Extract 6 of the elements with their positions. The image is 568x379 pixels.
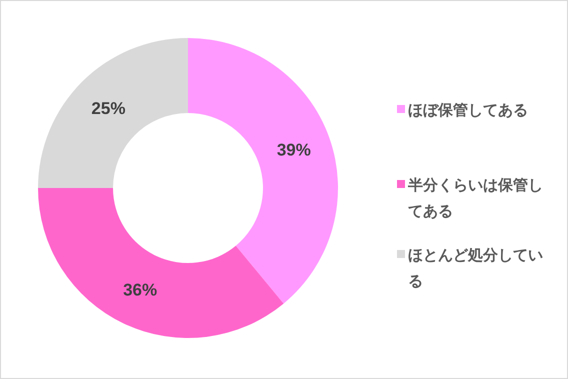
data-label: 39%: [276, 140, 311, 160]
data-label: 25%: [91, 98, 126, 118]
legend-label: ほとんど処分している: [408, 246, 543, 290]
legend-label: 半分くらいは保管してある: [407, 176, 543, 220]
legend-label: ほぼ保管してある: [408, 102, 528, 118]
data-label: 36%: [123, 280, 158, 300]
